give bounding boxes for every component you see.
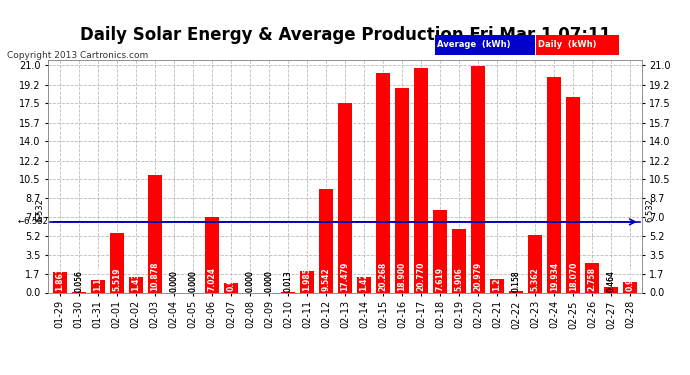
Bar — [528, 234, 542, 292]
Text: 0.158: 0.158 — [512, 270, 521, 292]
Text: Copyright 2013 Cartronics.com: Copyright 2013 Cartronics.com — [7, 51, 148, 60]
Bar — [395, 88, 409, 292]
Text: 1.439: 1.439 — [131, 267, 140, 291]
Text: 7.619: 7.619 — [435, 267, 444, 291]
Text: 17.479: 17.479 — [340, 262, 350, 291]
Text: 18.900: 18.900 — [397, 262, 406, 291]
Bar — [471, 66, 485, 292]
Text: ←6.532: ←6.532 — [17, 217, 48, 226]
Text: 18.070: 18.070 — [569, 262, 578, 291]
Bar — [414, 68, 428, 292]
Text: 6.532: 6.532 — [646, 198, 655, 222]
Text: 19.934: 19.934 — [550, 262, 559, 291]
Bar — [604, 288, 618, 292]
Text: 20.268: 20.268 — [379, 262, 388, 291]
Text: 0.911: 0.911 — [226, 267, 235, 291]
Text: 9.542: 9.542 — [322, 268, 331, 291]
Text: 0.013: 0.013 — [284, 270, 293, 292]
Text: Daily Solar Energy & Average Production Fri Mar 1 07:11: Daily Solar Energy & Average Production … — [79, 26, 611, 44]
Text: 1.186: 1.186 — [93, 267, 102, 291]
Bar — [623, 282, 638, 292]
Text: 5.906: 5.906 — [455, 268, 464, 291]
Text: 0.464: 0.464 — [607, 270, 615, 292]
Text: 20.770: 20.770 — [417, 262, 426, 291]
Text: 1.266: 1.266 — [493, 267, 502, 291]
Text: 1.426: 1.426 — [359, 267, 368, 291]
Bar — [566, 97, 580, 292]
Text: 20.979: 20.979 — [473, 262, 482, 291]
Bar — [357, 277, 371, 292]
Text: 6.532: 6.532 — [35, 198, 44, 222]
Bar — [319, 189, 333, 292]
Bar — [205, 216, 219, 292]
Text: Average  (kWh): Average (kWh) — [437, 40, 511, 49]
Text: 1.861: 1.861 — [55, 267, 64, 291]
Bar — [433, 210, 447, 292]
Text: 0.056: 0.056 — [75, 270, 83, 292]
Bar — [376, 74, 390, 292]
Text: 0.000: 0.000 — [169, 270, 178, 292]
Bar — [300, 271, 314, 292]
Bar — [90, 280, 105, 292]
Text: Daily  (kWh): Daily (kWh) — [538, 40, 597, 49]
Bar — [547, 77, 562, 292]
Bar — [110, 233, 124, 292]
Bar — [452, 229, 466, 292]
Bar — [52, 272, 67, 292]
Text: 0.013: 0.013 — [284, 270, 293, 292]
Text: 0.056: 0.056 — [75, 270, 83, 292]
Bar — [224, 283, 238, 292]
Text: 0.000: 0.000 — [264, 270, 273, 292]
Text: 1.985: 1.985 — [302, 267, 311, 291]
Bar — [338, 104, 352, 292]
Text: 0.000: 0.000 — [188, 270, 197, 292]
Text: 0.000: 0.000 — [264, 270, 273, 292]
Bar — [148, 175, 162, 292]
Text: 0.000: 0.000 — [188, 270, 197, 292]
Text: 0.935: 0.935 — [626, 268, 635, 291]
Bar — [490, 279, 504, 292]
Text: 0.464: 0.464 — [607, 270, 615, 292]
Bar — [585, 262, 600, 292]
Text: 0.158: 0.158 — [512, 270, 521, 292]
Text: 7.024: 7.024 — [208, 267, 217, 291]
Text: 0.000: 0.000 — [246, 270, 255, 292]
Text: 5.362: 5.362 — [531, 268, 540, 291]
Text: 10.878: 10.878 — [150, 262, 159, 291]
Text: 5.519: 5.519 — [112, 268, 121, 291]
Bar — [509, 291, 523, 292]
Text: 0.000: 0.000 — [246, 270, 255, 292]
Text: 2.758: 2.758 — [588, 267, 597, 291]
Bar — [128, 277, 143, 292]
Text: 0.000: 0.000 — [169, 270, 178, 292]
